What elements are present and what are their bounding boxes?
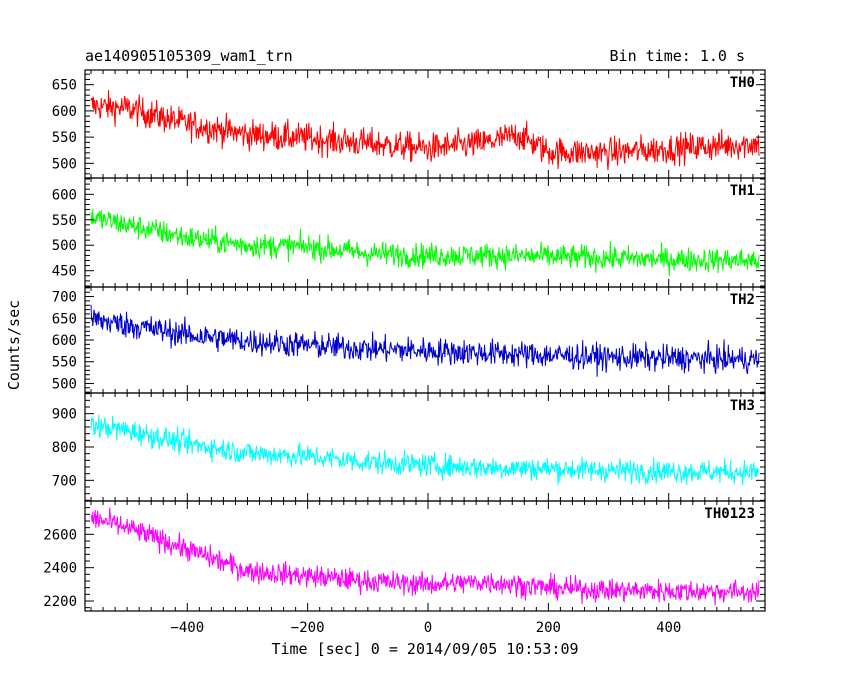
y-tick-label: 2400 (43, 561, 77, 577)
x-tick-label: −200 (291, 620, 325, 636)
y-tick-label: 600 (52, 187, 77, 203)
panel-th0: TH0 500 550 600 650 (52, 69, 766, 179)
y-tick-label: 2600 (43, 527, 77, 543)
series-line-th0123 (90, 507, 760, 606)
panel-label: TH2 (730, 292, 755, 308)
chart-title: ae140905105309_wam1_trn (85, 47, 293, 65)
series-line-th0 (90, 89, 760, 171)
y-tick-label: 550 (52, 213, 77, 229)
panel-label: TH0123 (704, 506, 755, 522)
y-tick-label: 500 (52, 238, 77, 254)
bin-time-label: Bin time: 1.0 s (610, 47, 745, 65)
panel-frame (84, 286, 766, 394)
y-tick-label: 900 (52, 407, 77, 423)
panel-th2: TH2 500 550 600 650 700 (52, 286, 766, 394)
y-tick-label: 600 (52, 333, 77, 349)
y-tick-label: 700 (52, 290, 77, 306)
y-tick-label: 550 (52, 355, 77, 371)
y-tick-label: 650 (52, 78, 77, 94)
series-line-th3 (90, 414, 760, 486)
series-line-th2 (90, 304, 760, 377)
panels-group: TH0 500 550 600 650 TH1 450 500 550 600 TH2 500 550 6… (43, 69, 766, 636)
panel-frame (84, 69, 766, 179)
x-tick-label: −400 (170, 620, 204, 636)
x-tick-label: 400 (656, 620, 681, 636)
y-tick-label: 800 (52, 440, 77, 456)
y-tick-label: 500 (52, 376, 77, 392)
panel-label: TH0 (730, 75, 755, 91)
panel-label: TH1 (730, 183, 755, 199)
panel-th3: TH3 700 800 900 (52, 392, 766, 502)
x-tick-label: 200 (536, 620, 561, 636)
y-tick-label: 700 (52, 473, 77, 489)
panel-label: TH3 (730, 398, 755, 414)
y-tick-label: 600 (52, 104, 77, 120)
x-axis-label: Time [sec] 0 = 2014/09/05 10:53:09 (271, 640, 578, 658)
y-tick-label: 500 (52, 156, 77, 172)
panel-frame (84, 177, 766, 288)
y-tick-label: 2200 (43, 594, 77, 610)
panel-th0123: TH0123 2200 2400 2600 (43, 500, 766, 612)
y-tick-label: 550 (52, 130, 77, 146)
y-axis-label: Counts/sec (5, 300, 23, 390)
x-tick-labels: −400 −200 0 200 400 (170, 620, 681, 636)
series-line-th1 (90, 208, 760, 277)
y-tick-label: 650 (52, 311, 77, 327)
y-tick-label: 450 (52, 264, 77, 280)
panel-frame (84, 500, 766, 612)
x-tick-label: 0 (424, 620, 432, 636)
panel-th1: TH1 450 500 550 600 (52, 177, 766, 288)
